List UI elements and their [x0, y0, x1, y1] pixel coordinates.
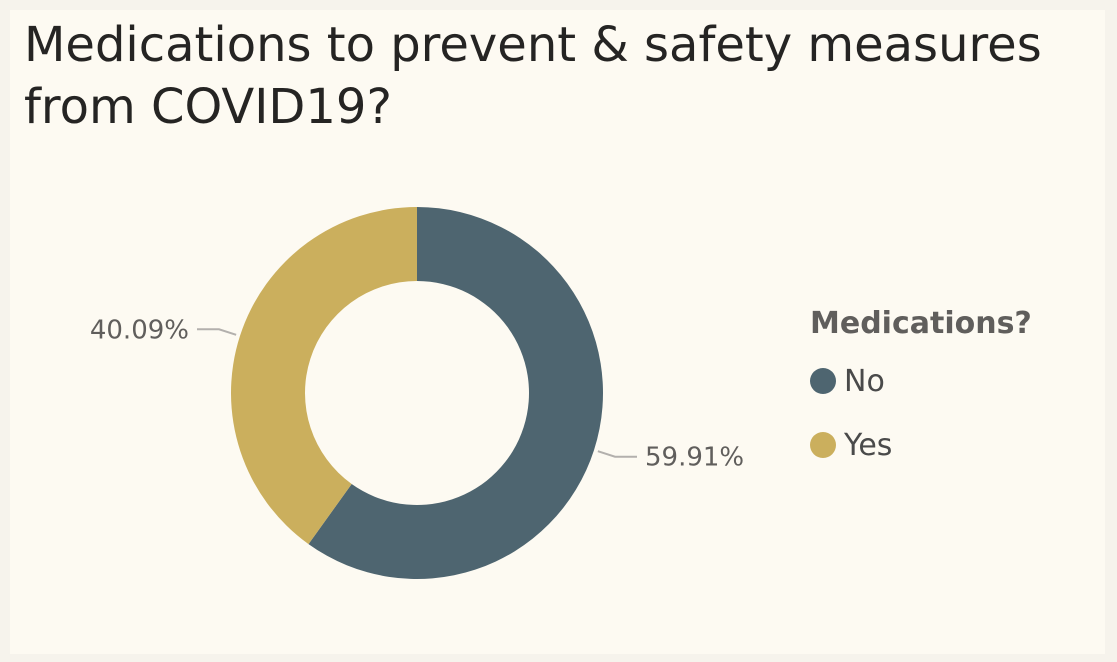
leader-line-no: [597, 450, 638, 458]
donut-chart: 59.91% 40.09%: [90, 207, 744, 579]
slice-yes[interactable]: [230, 207, 417, 545]
donut-slices: [230, 207, 603, 579]
leader-line-yes: [196, 328, 237, 336]
chart-panel: Medications to prevent & safety measures…: [10, 10, 1105, 654]
data-label-yes: 40.09%: [90, 315, 189, 345]
legend-item-yes[interactable]: Yes: [810, 413, 1032, 477]
label-leader-lines: [196, 328, 638, 458]
legend-marker-yes: [810, 432, 836, 458]
legend-item-no[interactable]: No: [810, 349, 1032, 413]
data-labels: 59.91% 40.09%: [90, 315, 744, 472]
chart-title: Medications to prevent & safety measures…: [24, 17, 1042, 135]
legend-marker-no: [810, 368, 836, 394]
legend: Medications? No Yes: [810, 306, 1032, 477]
data-label-no: 59.91%: [645, 443, 744, 473]
slice-no[interactable]: [308, 207, 603, 579]
legend-title: Medications?: [810, 306, 1032, 341]
legend-label-yes: Yes: [844, 427, 893, 463]
legend-label-no: No: [844, 363, 885, 399]
